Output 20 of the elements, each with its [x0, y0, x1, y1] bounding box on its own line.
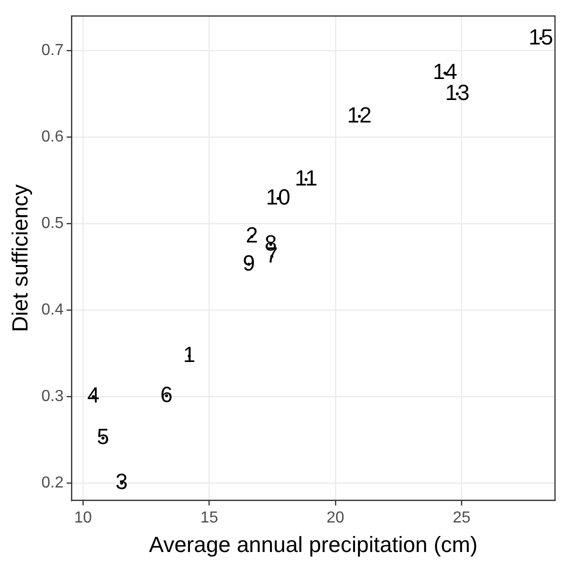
annotation: 6: [160, 382, 173, 407]
annotation: 4: [87, 382, 100, 408]
annotation: 5: [96, 424, 110, 450]
y-tick-label: 0.5: [41, 215, 64, 232]
annotation: 15: [528, 24, 554, 50]
y-tick-label: 0.6: [41, 128, 64, 146]
x-tick-label: 20: [326, 509, 344, 526]
y-tick-label: 0.7: [41, 42, 64, 60]
x-tick-label: 10: [74, 509, 92, 526]
x-tick-label: 25: [452, 509, 471, 526]
y-tick-label: 0.2: [41, 474, 64, 492]
annotation: 11: [294, 166, 318, 191]
annotation: 3: [115, 469, 128, 494]
annotation: 10: [266, 184, 290, 210]
x-axis-title: Average annual precipitation (cm): [149, 532, 478, 557]
y-axis-title: Diet sufficiency: [7, 184, 32, 332]
y-tick-label: 0.4: [41, 302, 64, 319]
annotation: 12: [347, 102, 372, 128]
y-tick-label: 0.3: [41, 388, 64, 406]
x-tick-label: 15: [200, 509, 218, 526]
